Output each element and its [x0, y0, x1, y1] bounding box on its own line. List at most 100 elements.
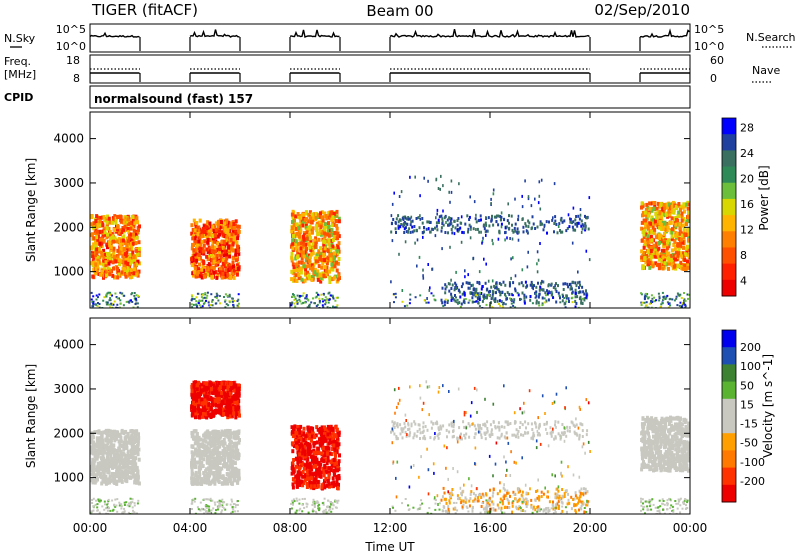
- heatmap-cell: [642, 232, 646, 237]
- heatmap-cell: [480, 218, 482, 222]
- heatmap-cell: [565, 296, 568, 300]
- heatmap-cell: [100, 456, 103, 461]
- heatmap-cell: [106, 303, 109, 306]
- heatmap-cell: [196, 225, 200, 230]
- heatmap-cell: [432, 228, 434, 231]
- heatmap-cell: [92, 460, 96, 464]
- heatmap-cell: [536, 270, 539, 274]
- heatmap-cell: [215, 380, 218, 385]
- heatmap-cell: [209, 306, 212, 308]
- heatmap-cell: [136, 444, 139, 448]
- heatmap-cell: [231, 256, 235, 261]
- heatmap-cell: [238, 438, 241, 442]
- heatmap-cell: [687, 235, 690, 240]
- heatmap-cell: [328, 253, 332, 257]
- heatmap-cell: [670, 263, 674, 268]
- heatmap-cell: [203, 394, 207, 399]
- heatmap-cell: [203, 384, 207, 389]
- heatmap-cell: [459, 305, 462, 308]
- heatmap-cell: [324, 214, 328, 218]
- heatmap-cell: [127, 475, 131, 480]
- colorbar-tick-label: 16: [740, 198, 754, 211]
- heatmap-cell: [405, 230, 408, 234]
- heatmap-cell: [232, 470, 236, 475]
- heatmap-cell: [660, 303, 663, 306]
- heatmap-cell: [229, 381, 233, 386]
- heatmap-cell: [114, 292, 117, 295]
- heatmap-cell: [204, 292, 207, 295]
- heatmap-cell: [192, 243, 196, 247]
- heatmap-cell: [121, 259, 125, 264]
- heatmap-cell: [223, 409, 227, 414]
- heatmap-cell: [191, 271, 195, 276]
- heatmap-cell: [328, 244, 332, 249]
- heatmap-cell: [508, 297, 511, 300]
- heatmap-cell: [306, 270, 309, 275]
- heatmap-cell: [559, 296, 561, 300]
- heatmap-cell: [136, 271, 140, 276]
- heatmap-cell: [654, 261, 658, 266]
- heatmap-cell: [192, 429, 196, 434]
- heatmap-cell: [198, 472, 202, 477]
- heatmap-cell: [216, 477, 220, 482]
- heatmap-cell: [124, 435, 128, 440]
- heatmap-cell: [451, 224, 454, 228]
- heatmap-cell: [195, 398, 198, 403]
- heatmap-cell: [319, 211, 322, 216]
- heatmap-cell: [137, 432, 140, 437]
- heatmap-cell: [112, 443, 116, 448]
- heatmap-cell: [127, 455, 131, 460]
- heatmap-cell: [302, 242, 306, 247]
- heatmap-cell: [93, 430, 97, 435]
- heatmap-cell: [479, 291, 481, 294]
- y-tick-label: 2000: [53, 220, 84, 234]
- power-frame: [89, 111, 691, 309]
- heatmap-cell: [641, 230, 645, 235]
- heatmap-cell: [646, 240, 650, 245]
- heatmap-cell: [565, 294, 568, 298]
- heatmap-cell: [316, 277, 320, 282]
- heatmap-cell: [584, 222, 587, 226]
- trace-line: [289, 29, 340, 38]
- heatmap-cell: [297, 276, 301, 280]
- heatmap-cell: [100, 253, 104, 258]
- heatmap-cell: [191, 236, 195, 241]
- heatmap-cell: [135, 449, 139, 454]
- heatmap-cell: [445, 285, 448, 289]
- heatmap-cell: [202, 261, 206, 266]
- heatmap-cell: [231, 260, 235, 265]
- heatmap-cell: [409, 298, 412, 301]
- heatmap-cell: [328, 276, 332, 281]
- heatmap-cell: [122, 304, 125, 307]
- heatmap-cell: [643, 228, 647, 233]
- heatmap-cell: [327, 301, 330, 304]
- heatmap-cell: [131, 474, 135, 479]
- heatmap-cell: [134, 218, 137, 223]
- heatmap-cell: [512, 230, 515, 234]
- heatmap-cell: [198, 466, 202, 471]
- heatmap-cell: [112, 218, 116, 223]
- heatmap-cell: [537, 258, 540, 262]
- heatmap-cell: [323, 211, 327, 216]
- heatmap-cell: [215, 474, 219, 479]
- heatmap-cell: [291, 219, 295, 224]
- colorbar-tick-label: 4: [740, 274, 747, 287]
- heatmap-cell: [208, 224, 212, 229]
- heatmap-cell: [226, 444, 230, 449]
- cpid-value: normalsound (fast) 157: [94, 92, 253, 106]
- heatmap-cell: [588, 258, 591, 262]
- heatmap-cell: [522, 284, 525, 288]
- heatmap-cell: [680, 237, 684, 242]
- heatmap-cell: [214, 263, 218, 268]
- heatmap-cell: [198, 457, 202, 461]
- heatmap-cell: [202, 293, 205, 296]
- heatmap-cell: [581, 223, 584, 227]
- heatmap-cell: [332, 212, 336, 216]
- heatmap-cell: [124, 473, 127, 478]
- heatmap-cell: [574, 305, 577, 308]
- heatmap-cell: [225, 241, 229, 246]
- heatmap-cell: [124, 454, 128, 459]
- heatmap-cell: [223, 481, 227, 486]
- heatmap-cell: [108, 220, 112, 225]
- heatmap-cell: [205, 394, 209, 399]
